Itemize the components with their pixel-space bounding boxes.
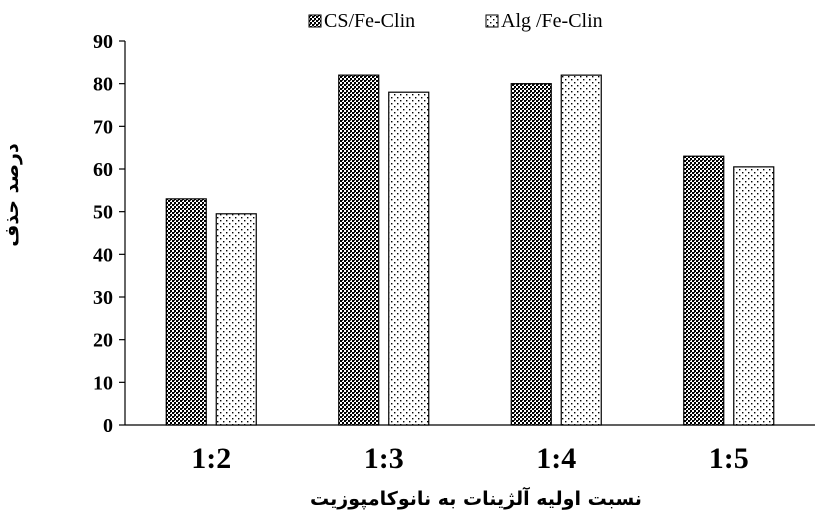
bar-series-2-1-4 (560, 74, 602, 426)
x-tick-label: 1:2 (191, 442, 231, 475)
y-tick-label: 60 (93, 159, 113, 181)
bar-series-1-1-5 (683, 155, 725, 426)
y-tick-label: 50 (93, 202, 113, 224)
legend-label-series-2: Alg /Fe-Clin (501, 10, 603, 32)
legend-swatch-series-1 (308, 14, 322, 28)
y-tick-label: 0 (103, 415, 113, 437)
legend-item-series-2: Alg /Fe-Clin (485, 10, 603, 32)
bar-series-1-1-3 (338, 74, 380, 426)
legend-item-series-1: CS/Fe-Clin (308, 10, 415, 32)
y-tick-label: 70 (93, 116, 113, 138)
legend-swatch-series-2 (485, 14, 499, 28)
bar-series-2-1-3 (388, 91, 430, 426)
bar-series-1-1-2 (165, 198, 207, 426)
x-tick-label: 1:3 (364, 442, 404, 475)
bar-series-1-1-4 (510, 83, 552, 426)
x-labels: 1:2 1:3 1:4 1:5 (191, 442, 749, 475)
y-axis-title: درصد حذف (1, 143, 23, 247)
y-tick-label: 90 (93, 31, 113, 53)
y-tick-label: 10 (93, 372, 113, 394)
legend-label-series-1: CS/Fe-Clin (324, 10, 415, 32)
y-tick-label: 40 (93, 244, 113, 266)
y-tick-label: 20 (93, 330, 113, 352)
bars (165, 74, 775, 426)
y-tick-label: 80 (93, 74, 113, 96)
x-tick-label: 1:5 (709, 442, 749, 475)
y-tick-label: 30 (93, 287, 113, 309)
bar-series-2-1-2 (215, 213, 257, 426)
legend: CS/Fe-Clin Alg /Fe-Clin (308, 10, 603, 32)
bar-series-2-1-5 (733, 166, 775, 426)
y-ticks: 0 10 20 30 40 50 60 70 80 90 (93, 31, 125, 437)
x-axis-title: نسبت اولیه آلژینات به نانوکامپوزیت (310, 486, 642, 510)
x-tick-label: 1:4 (536, 442, 576, 475)
